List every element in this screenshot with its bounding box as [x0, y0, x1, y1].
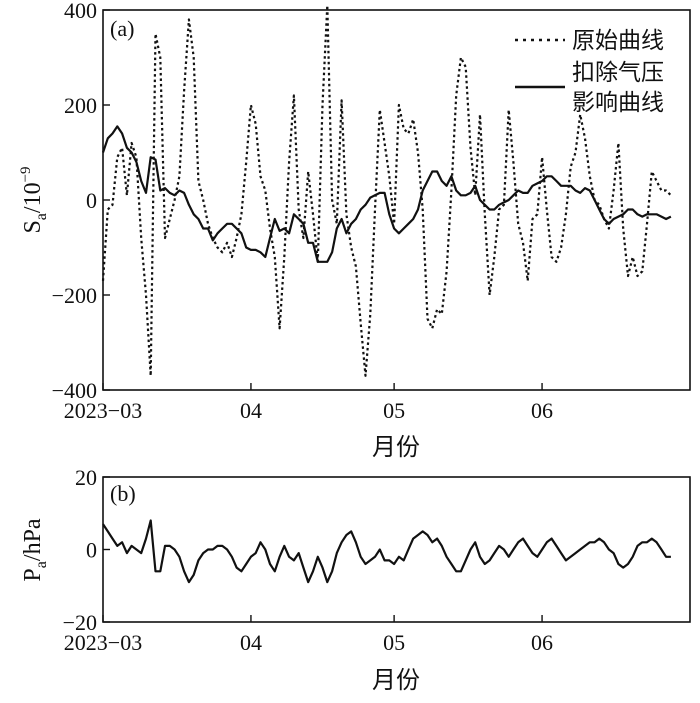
panel-a-x-axis-label: 月份 [372, 433, 420, 461]
panel-a-y-tick-label: 200 [64, 93, 97, 118]
panel-a-y-tick-label: 400 [64, 0, 97, 23]
panel-b-label: (b) [110, 481, 136, 506]
legend-label-corrected-line1: 扣除气压 [572, 60, 664, 86]
panel-b-x-tick-label: 04 [240, 630, 262, 655]
panel-b-y-tick-label: −20 [63, 610, 97, 635]
panel-a-y-tick-label: 0 [86, 188, 97, 213]
panel-a-y-tick-label: −200 [52, 283, 97, 308]
panel-b-y-tick-label: 20 [75, 465, 97, 490]
panel-b-x-tick-label: 05 [383, 630, 405, 655]
panel-a-y-tick-label: −400 [52, 378, 97, 403]
panel-a-y-axis-label: Sa/10−9 [18, 166, 50, 233]
panel-b-x-ticks: 2023−03 04 05 06 [64, 615, 553, 655]
legend-label-corrected: 扣除气压影响曲线 [572, 60, 664, 116]
legend: 原始曲线 扣除气压影响曲线 [515, 28, 664, 116]
panel-b-frame [102, 476, 691, 623]
panel-a-x-tick-label: 2023−03 [64, 398, 142, 423]
panel-b-series-line-pressure [102, 519, 671, 584]
panel-a: (a) −400 −200 0 200 400 2023−03 04 05 06 月份 Sa/… [18, 0, 691, 461]
panel-b-x-tick-label: 06 [531, 630, 553, 655]
panel-a-x-tick-label: 05 [383, 398, 405, 423]
legend-label-corrected-line2: 影响曲线 [572, 90, 664, 116]
panel-a-series [101, 4, 672, 377]
panel-b-y-axis-label: Pa/hPa [20, 518, 50, 581]
panel-b-x-axis-label: 月份 [372, 666, 420, 694]
panel-b-x-tick-label: 2023−03 [64, 630, 142, 655]
panel-a-series-line-corrected [101, 125, 672, 263]
panel-b: (b) −20 0 20 2023−03 04 05 06 月份 Pa/hPa [20, 465, 691, 694]
panel-a-x-tick-label: 04 [240, 398, 262, 423]
panel-b-y-ticks: −20 0 20 [63, 465, 110, 635]
panel-a-x-tick-label: 06 [531, 398, 553, 423]
panel-a-y-ticks: −400 −200 0 200 400 [52, 0, 110, 403]
panel-b-series [102, 519, 671, 584]
panel-a-x-ticks: 2023−03 04 05 06 [64, 383, 553, 423]
panel-b-y-tick-label: 0 [86, 538, 97, 563]
panel-a-label: (a) [110, 16, 134, 41]
legend-label-original: 原始曲线 [572, 28, 664, 54]
